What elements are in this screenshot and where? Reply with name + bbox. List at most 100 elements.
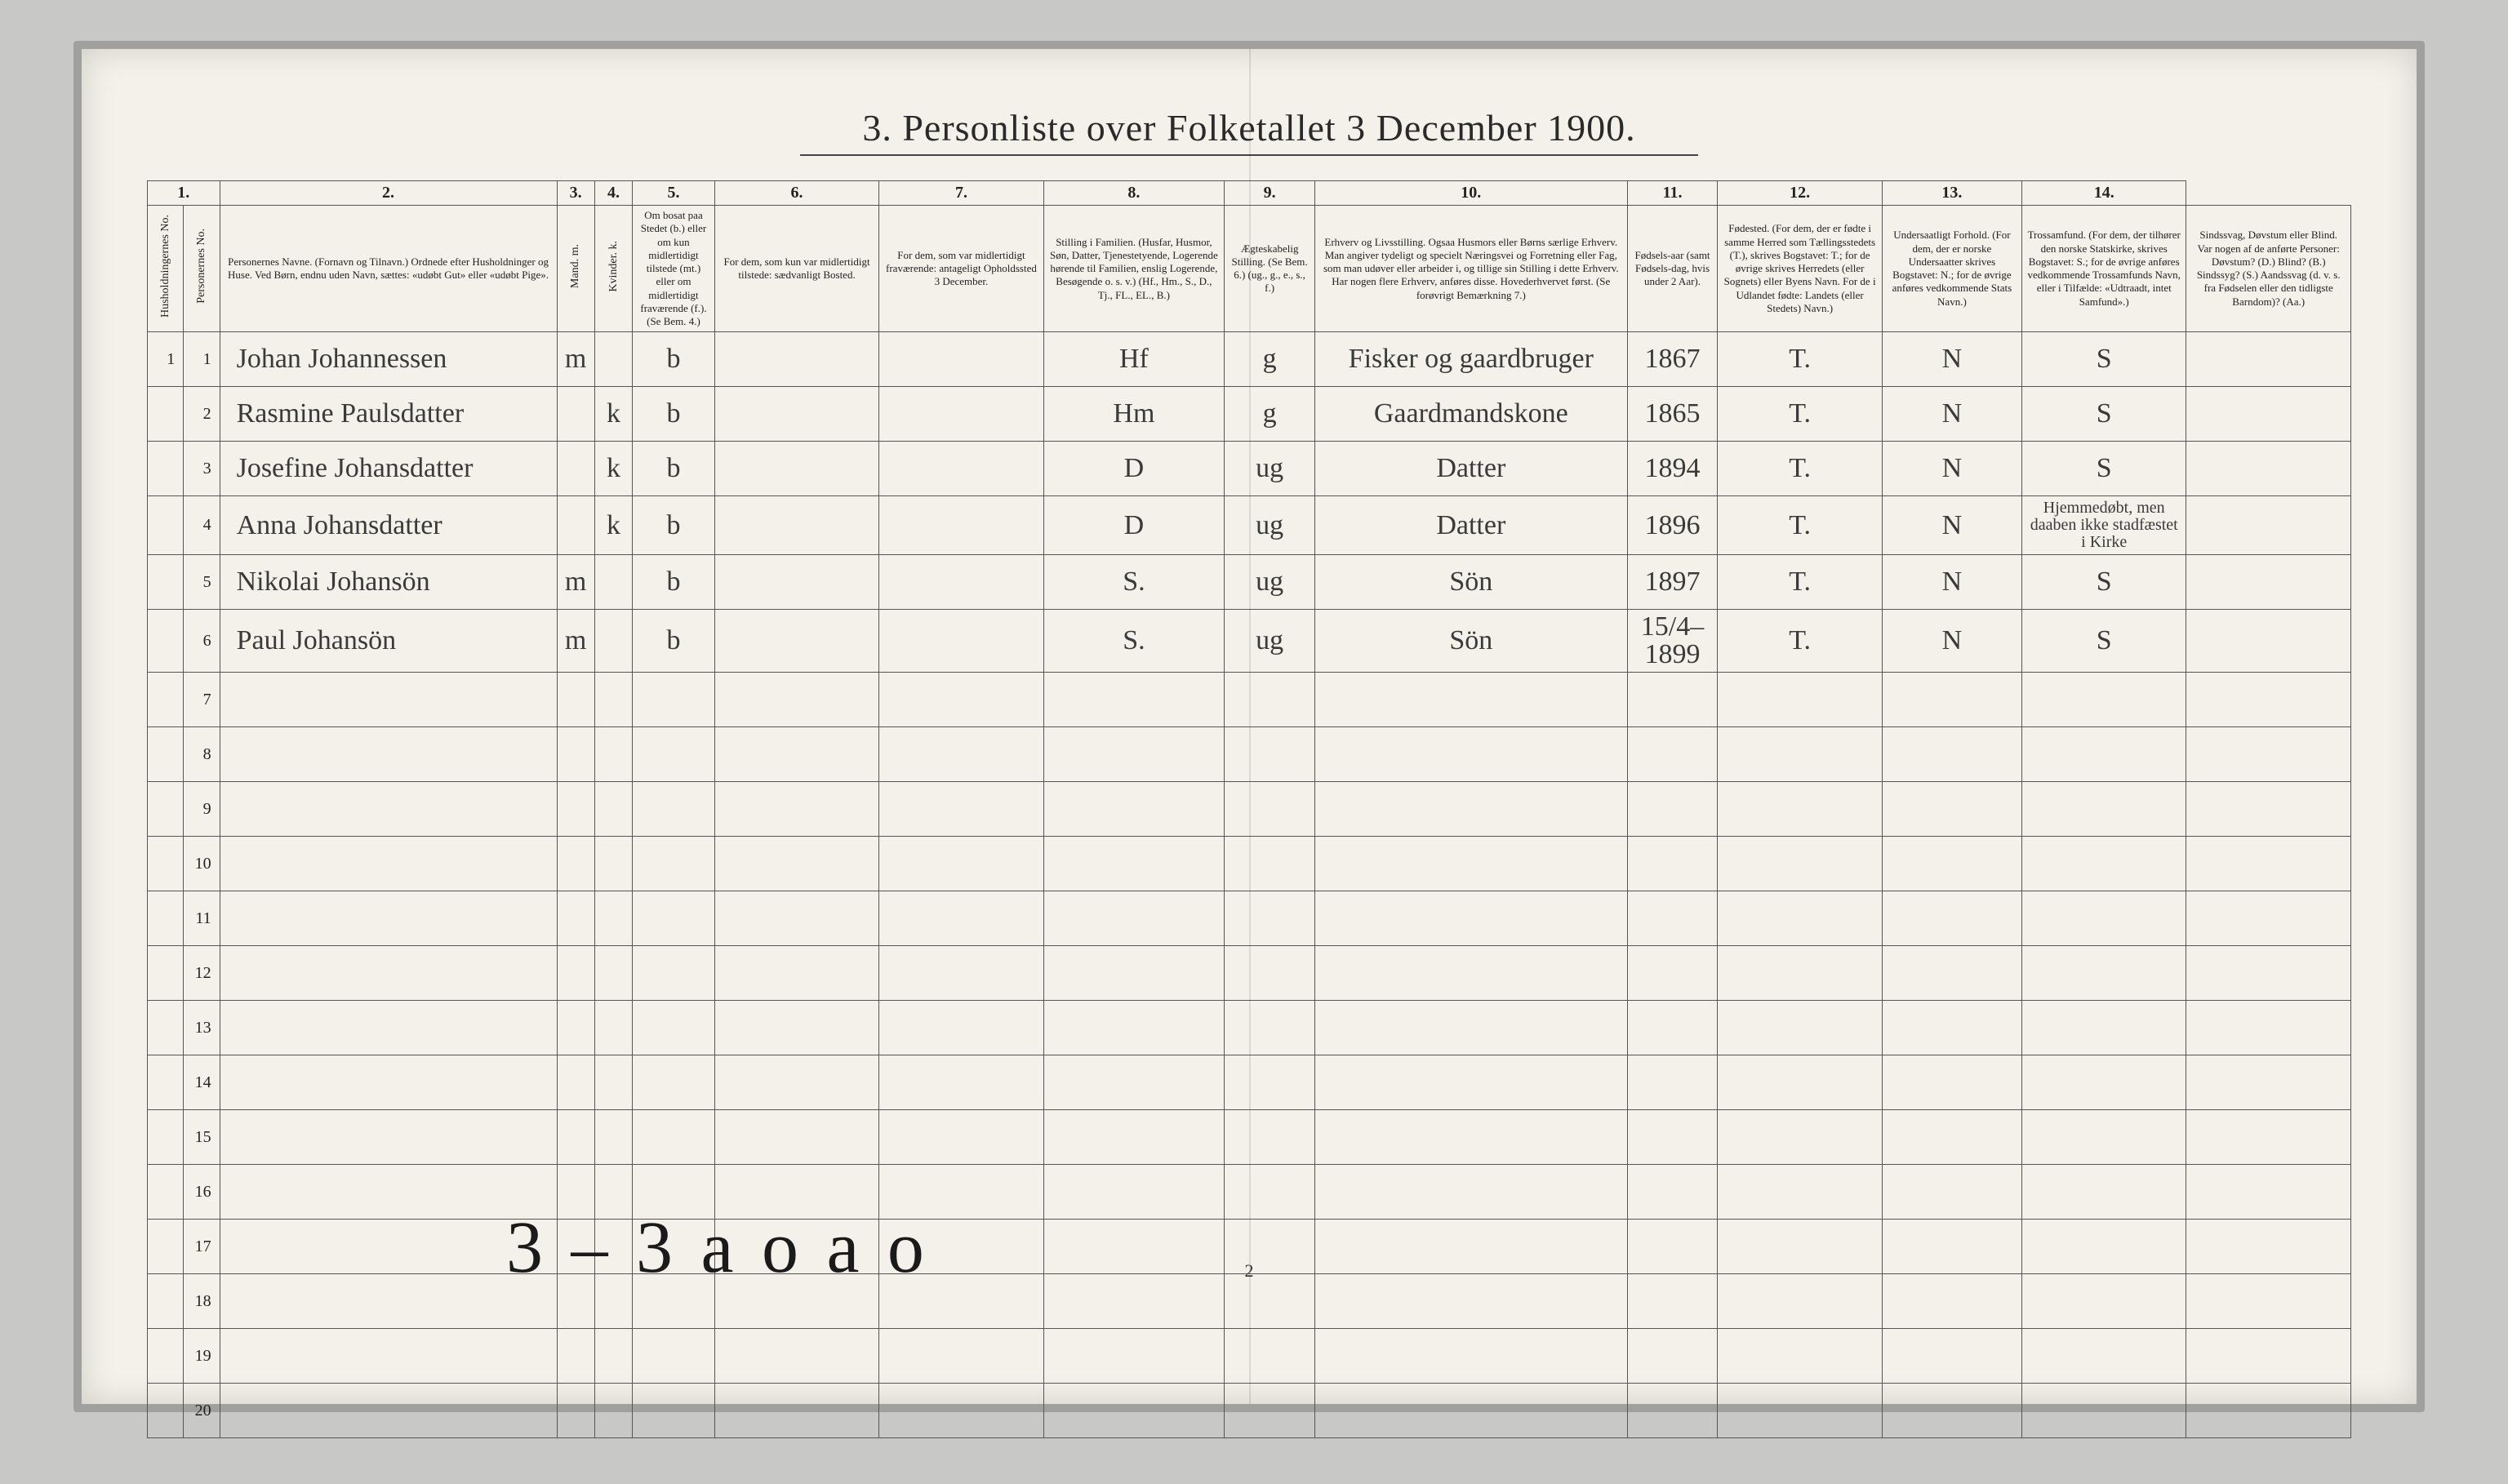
cell-empty — [2022, 1384, 2186, 1438]
cell-empty — [1718, 727, 1882, 782]
cell-empty — [633, 727, 715, 782]
hdr-husholdning: Husholdningernes No. — [148, 206, 184, 332]
cell-empty — [2186, 1384, 2351, 1438]
cell-name: Anna Johansdatter — [220, 496, 557, 555]
cell-egteskab: g — [1225, 332, 1315, 387]
cell-fodested: T. — [1718, 610, 1882, 673]
cell-person-no: 5 — [184, 555, 220, 610]
cell-sindssvag — [2186, 332, 2351, 387]
cell-empty — [1627, 1274, 1718, 1329]
cell-empty — [1043, 1110, 1225, 1165]
cell-empty — [557, 727, 594, 782]
cell-empty — [1314, 891, 1627, 946]
cell-empty — [1314, 1329, 1627, 1384]
cell-empty — [220, 673, 557, 727]
hdr-name: Personernes Navne. (Fornavn og Tilnavn.)… — [220, 206, 557, 332]
cell-empty — [1718, 1274, 1882, 1329]
cell-empty — [220, 891, 557, 946]
cell-empty — [1225, 1384, 1315, 1438]
cell-sex-m: m — [557, 610, 594, 673]
cell-sex-m — [557, 442, 594, 496]
cell-egteskab: ug — [1225, 610, 1315, 673]
cell-person-no: 10 — [184, 837, 220, 891]
cell-empty — [1314, 1001, 1627, 1055]
cell-empty — [1882, 1055, 2021, 1110]
cell-empty — [1627, 782, 1718, 837]
cell-name: Johan Johannessen — [220, 332, 557, 387]
cell-name: Rasmine Paulsdatter — [220, 387, 557, 442]
hdr-mt: For dem, som kun var midlertidigt tilste… — [714, 206, 878, 332]
cell-empty — [594, 782, 632, 837]
cell-empty — [1882, 1110, 2021, 1165]
cell-empty — [2186, 1329, 2351, 1384]
cell-sex-m — [557, 496, 594, 555]
hdr-frav: For dem, som var midlertidigt fraværende… — [879, 206, 1043, 332]
cell-fodselsaar: 1896 — [1627, 496, 1718, 555]
cell-husholdning-no — [148, 673, 184, 727]
cell-empty — [1882, 837, 2021, 891]
cell-empty — [1043, 837, 1225, 891]
cell-sindssvag — [2186, 442, 2351, 496]
cell-erhverv: Gaardmandskone — [1314, 387, 1627, 442]
cell-empty — [1882, 891, 2021, 946]
cell-sex-m: m — [557, 555, 594, 610]
cell-stilling: D — [1043, 442, 1225, 496]
cell-sex-k — [594, 332, 632, 387]
cell-empty — [1882, 1384, 2021, 1438]
cell-erhverv: Fisker og gaardbruger — [1314, 332, 1627, 387]
cell-frav — [879, 332, 1043, 387]
cell-fodested: T. — [1718, 496, 1882, 555]
cell-empty — [2186, 673, 2351, 727]
hdr-fodested: Fødested. (For dem, der er fødte i samme… — [1718, 206, 1882, 332]
cell-empty — [1882, 673, 2021, 727]
cell-empty — [879, 891, 1043, 946]
cell-sindssvag — [2186, 496, 2351, 555]
cell-empty — [2022, 1329, 2186, 1384]
hdr-fodselsaar: Fødsels-aar (samt Fødsels-dag, hvis unde… — [1627, 206, 1718, 332]
cell-person-no: 12 — [184, 946, 220, 1001]
cell-person-no: 13 — [184, 1001, 220, 1055]
cell-fodselsaar: 1865 — [1627, 387, 1718, 442]
cell-name: Nikolai Johansön — [220, 555, 557, 610]
cell-bosat: b — [633, 610, 715, 673]
cell-empty — [1225, 727, 1315, 782]
cell-empty — [2022, 1001, 2186, 1055]
cell-empty — [594, 1329, 632, 1384]
cell-empty — [714, 1329, 878, 1384]
cell-sex-k: k — [594, 387, 632, 442]
cell-empty — [2022, 1165, 2186, 1220]
cell-stilling: S. — [1043, 555, 1225, 610]
cell-empty — [1882, 1001, 2021, 1055]
handwritten-footer-note: 3 – 3 a o a o — [506, 1206, 929, 1290]
cell-empty — [1314, 1110, 1627, 1165]
cell-empty — [714, 1001, 878, 1055]
cell-mt — [714, 442, 878, 496]
cell-empty — [714, 891, 878, 946]
cell-empty — [594, 1384, 632, 1438]
cell-sex-k: k — [594, 442, 632, 496]
cell-empty — [1627, 1329, 1718, 1384]
cell-empty — [714, 1384, 878, 1438]
cell-person-no: 18 — [184, 1274, 220, 1329]
cell-empty — [879, 782, 1043, 837]
cell-empty — [1043, 727, 1225, 782]
cell-person-no: 9 — [184, 782, 220, 837]
cell-husholdning-no — [148, 1220, 184, 1274]
cell-empty — [1314, 1165, 1627, 1220]
cell-empty — [594, 1110, 632, 1165]
cell-empty — [1314, 946, 1627, 1001]
cell-empty — [220, 1055, 557, 1110]
hdr-stilling: Stilling i Familien. (Husfar, Husmor, Sø… — [1043, 206, 1225, 332]
cell-empty — [1882, 946, 2021, 1001]
cell-empty — [557, 837, 594, 891]
cell-stilling: Hf — [1043, 332, 1225, 387]
cell-undersaat: N — [1882, 442, 2021, 496]
cell-sindssvag — [2186, 555, 2351, 610]
cell-empty — [1627, 837, 1718, 891]
cell-bosat: b — [633, 332, 715, 387]
cell-empty — [1043, 891, 1225, 946]
cell-stilling: S. — [1043, 610, 1225, 673]
colnum-4: 4. — [594, 181, 632, 206]
cell-empty — [714, 782, 878, 837]
cell-frav — [879, 387, 1043, 442]
